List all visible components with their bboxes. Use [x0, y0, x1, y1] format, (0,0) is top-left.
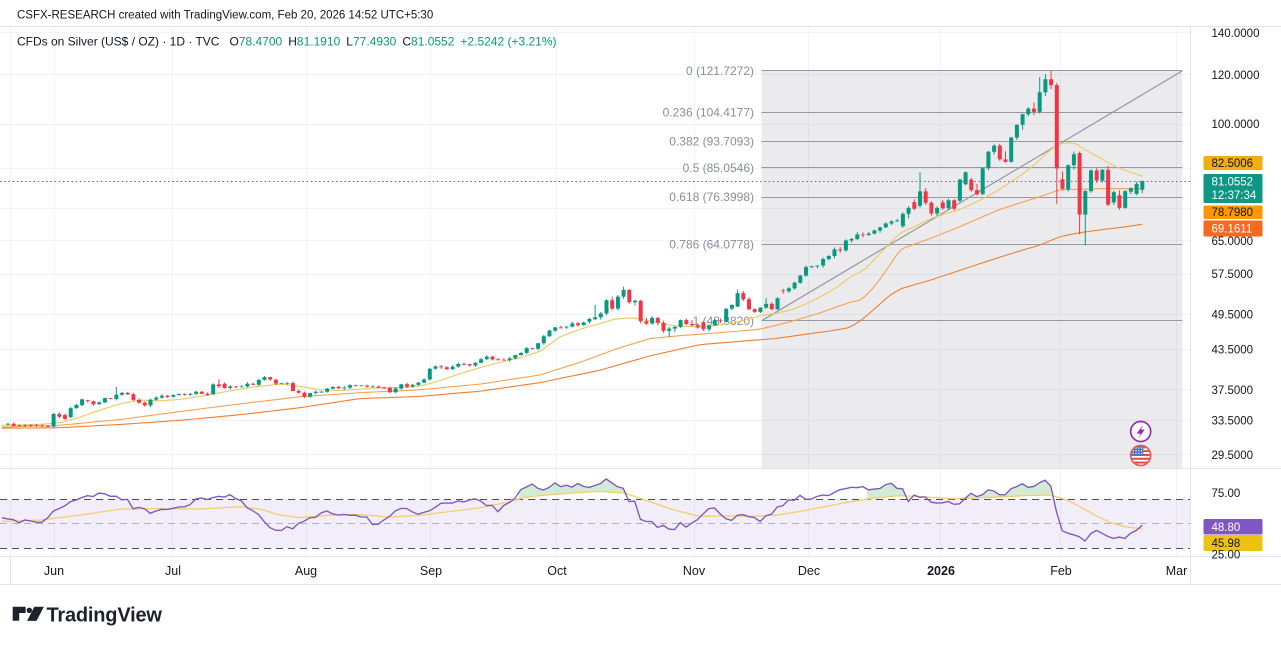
svg-text:Oct: Oct	[547, 564, 567, 578]
svg-text:69.1611: 69.1611	[1212, 224, 1253, 236]
svg-text:43.5000: 43.5000	[1212, 345, 1254, 357]
svg-text:TradingView: TradingView	[47, 605, 163, 627]
svg-text:1 (48.3820): 1 (48.3820)	[693, 314, 754, 328]
svg-text:0.236 (104.4177): 0.236 (104.4177)	[663, 105, 754, 119]
svg-text:Sep: Sep	[420, 564, 442, 578]
svg-text:29.5000: 29.5000	[1212, 450, 1254, 462]
svg-text:Jun: Jun	[44, 564, 64, 578]
svg-text:100.0000: 100.0000	[1212, 119, 1260, 131]
svg-text:120.0000: 120.0000	[1212, 70, 1260, 82]
svg-text:78.7980: 78.7980	[1212, 207, 1254, 219]
svg-text:45.98: 45.98	[1212, 538, 1241, 550]
svg-text:2026: 2026	[927, 564, 955, 578]
svg-text:49.5000: 49.5000	[1212, 310, 1254, 322]
svg-text:Jul: Jul	[165, 564, 181, 578]
svg-text:Nov: Nov	[683, 564, 706, 578]
svg-text:82.5006: 82.5006	[1212, 158, 1254, 170]
svg-text:0.5 (85.0546): 0.5 (85.0546)	[683, 161, 754, 175]
svg-text:65.0000: 65.0000	[1212, 236, 1254, 248]
svg-text:25.00: 25.00	[1212, 549, 1241, 561]
svg-text:CSFX-RESEARCH created with Tra: CSFX-RESEARCH created with TradingView.c…	[17, 10, 433, 22]
svg-text:Feb: Feb	[1050, 564, 1072, 578]
svg-text:Aug: Aug	[295, 564, 317, 578]
svg-text:33.5000: 33.5000	[1212, 415, 1254, 427]
svg-text:12:37:34: 12:37:34	[1212, 190, 1257, 202]
svg-text:0.382 (93.7093): 0.382 (93.7093)	[669, 135, 754, 149]
svg-text:140.0000: 140.0000	[1212, 28, 1260, 40]
svg-text:Dec: Dec	[798, 564, 820, 578]
svg-text:48.80: 48.80	[1212, 522, 1241, 534]
svg-text:57.5000: 57.5000	[1212, 269, 1254, 281]
svg-text:0.786 (64.0778): 0.786 (64.0778)	[669, 238, 754, 252]
svg-text:37.5000: 37.5000	[1212, 385, 1254, 397]
svg-text:0 (121.7272): 0 (121.7272)	[686, 64, 754, 78]
svg-text:81.0552: 81.0552	[1212, 177, 1254, 189]
svg-text:Mar: Mar	[1166, 564, 1188, 578]
svg-text:0.618 (76.3998): 0.618 (76.3998)	[669, 190, 754, 204]
svg-text:75.00: 75.00	[1212, 488, 1241, 500]
